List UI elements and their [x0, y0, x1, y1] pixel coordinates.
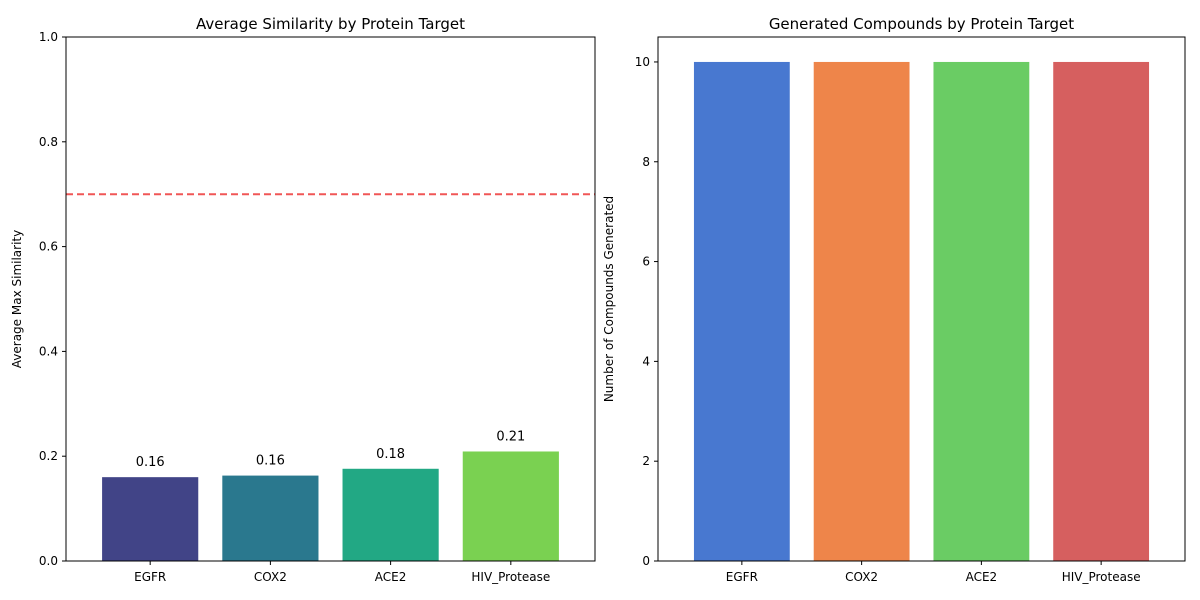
data-label: 0.21 — [496, 429, 525, 444]
x-tick-label: HIV_Protease — [1062, 570, 1141, 584]
bar — [933, 61, 1030, 561]
y-axis-label: Average Max Similarity — [10, 230, 24, 368]
bar — [102, 477, 199, 561]
x-tick-label: EGFR — [134, 570, 166, 584]
bar — [693, 61, 790, 561]
chart-title: Generated Compounds by Protein Target — [769, 15, 1074, 33]
y-tick-label: 8 — [642, 155, 650, 169]
axes-frame — [65, 36, 596, 562]
plot-area: EGFR0.16COX20.16ACE20.18HIV_Protease0.21… — [39, 30, 596, 584]
plot-area: EGFR COX2 ACE2 HIV_Protease 0 2 4 6 8 10 — [635, 36, 1186, 584]
data-label: 0.18 — [376, 447, 405, 462]
y-tick-label: 0 — [642, 554, 650, 568]
similarity-chart: Average Similarity by Protein Target Ave… — [10, 15, 596, 584]
axes-frame — [657, 36, 1186, 562]
bar — [222, 475, 319, 561]
bar — [342, 468, 439, 561]
y-tick-label: 10 — [635, 55, 650, 69]
y-tick-label: 0.8 — [39, 135, 58, 149]
y-tick-label: 2 — [642, 454, 650, 468]
y-tick-label: 6 — [642, 255, 650, 269]
y-axis-label: Number of Compounds Generated — [602, 196, 616, 402]
compounds-chart: Generated Compounds by Protein Target Nu… — [602, 15, 1186, 584]
y-tick-label: 0.2 — [39, 449, 58, 463]
bar — [462, 451, 559, 561]
bar — [813, 61, 910, 561]
data-label: 0.16 — [136, 455, 165, 470]
x-tick-label: COX2 — [845, 570, 878, 584]
x-tick-label: EGFR — [726, 570, 758, 584]
y-tick-label: 1.0 — [39, 30, 58, 44]
y-tick-label: 0.0 — [39, 554, 58, 568]
x-tick-label: HIV_Protease — [471, 570, 550, 584]
y-tick-label: 0.6 — [39, 240, 58, 254]
y-tick-label: 0.4 — [39, 344, 58, 358]
x-tick-label: ACE2 — [375, 570, 407, 584]
x-tick-label: ACE2 — [966, 570, 998, 584]
y-tick-label: 4 — [642, 354, 650, 368]
bar — [1053, 61, 1150, 561]
data-label: 0.16 — [256, 454, 285, 469]
x-tick-label: COX2 — [254, 570, 287, 584]
chart-title: Average Similarity by Protein Target — [196, 15, 465, 33]
